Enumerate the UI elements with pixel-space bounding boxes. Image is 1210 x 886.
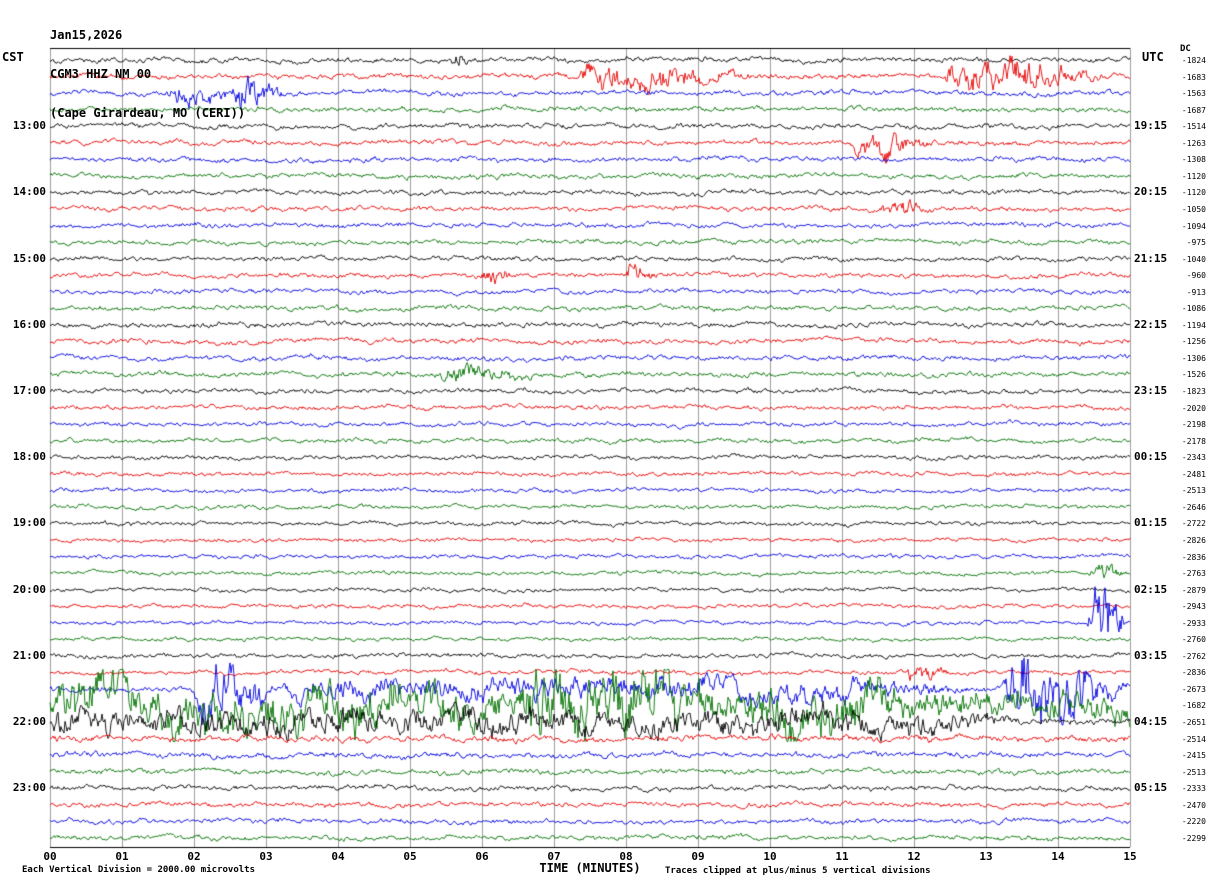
cst-hour-label: 13:00 (12, 119, 46, 133)
x-tick-label: 03 (259, 850, 273, 863)
x-tick-label: 00 (43, 850, 57, 863)
utc-hour-label: 20:15 (1134, 185, 1168, 199)
dc-value: -2220 (1181, 817, 1206, 827)
vertical-division-note: Each Vertical Division = 2000.00 microvo… (22, 865, 255, 875)
dc-value: -1256 (1181, 337, 1206, 347)
x-tick-label: 09 (691, 850, 705, 863)
dc-value: -2513 (1181, 767, 1206, 777)
dc-value: -2299 (1181, 833, 1206, 843)
dc-value: -2722 (1181, 519, 1206, 529)
utc-hour-label: 05:15 (1134, 781, 1168, 795)
x-tick-label: 08 (619, 850, 633, 863)
dc-value: -1120 (1181, 171, 1206, 181)
cst-hour-label: 15:00 (12, 251, 46, 265)
dc-value: -1687 (1181, 105, 1206, 115)
dc-value: -1050 (1181, 204, 1206, 214)
dc-value: -2760 (1181, 635, 1206, 645)
dc-value: -975 (1186, 238, 1206, 248)
x-tick-label: 13 (979, 850, 993, 863)
x-tick-label: 06 (475, 850, 489, 863)
utc-hour-label: 23:15 (1134, 384, 1168, 397)
dc-value: -1682 (1181, 701, 1206, 711)
dc-value: -1094 (1181, 221, 1206, 231)
dc-column-header: DC (1180, 44, 1191, 54)
dc-value: -2333 (1181, 784, 1206, 794)
clipping-note: Traces clipped at plus/minus 5 vertical … (665, 866, 931, 876)
dc-value: -2198 (1181, 420, 1206, 430)
dc-value: -2513 (1181, 486, 1206, 496)
dc-value: -2836 (1181, 668, 1206, 678)
dc-value: -913 (1186, 287, 1206, 297)
x-tick-label: 04 (331, 850, 345, 863)
header-location: (Cape Girardeau, MO (CERI)) (50, 106, 246, 120)
dc-value: -2879 (1181, 585, 1206, 595)
header-station: CGM3 HHZ NM 00 (50, 67, 152, 81)
utc-hour-label: 02:15 (1134, 582, 1168, 596)
dc-value: -1308 (1181, 155, 1206, 165)
dc-value: -1306 (1181, 353, 1206, 363)
dc-value: -1563 (1181, 89, 1206, 99)
left-timezone-label: CST (2, 50, 24, 64)
dc-value: -2673 (1181, 684, 1206, 694)
cst-hour-label: 19:00 (12, 516, 46, 530)
header-date: Jan15,2026 (50, 28, 123, 42)
dc-value: -2646 (1181, 502, 1206, 512)
utc-hour-label: 21:15 (1134, 251, 1168, 265)
dc-value: -960 (1186, 271, 1206, 281)
utc-hour-label: 04:15 (1134, 715, 1168, 728)
cst-hour-label: 22:00 (12, 715, 46, 728)
dc-value: -2343 (1181, 453, 1206, 463)
x-tick-label: 10 (763, 850, 777, 863)
utc-hour-label: 22:15 (1134, 317, 1168, 331)
dc-value: -2943 (1181, 602, 1206, 612)
dc-value: -2933 (1181, 618, 1206, 628)
cst-hour-label: 23:00 (12, 781, 46, 795)
dc-value: -1824 (1181, 56, 1206, 65)
dc-value: -1194 (1181, 320, 1206, 330)
dc-value: -2651 (1181, 718, 1206, 727)
plot-header: Jan15,2026 CGM3 HHZ NM 00 (Cape Girardea… (50, 3, 245, 146)
cst-hour-label: 18:00 (12, 450, 46, 464)
dc-value: -1120 (1181, 188, 1206, 198)
utc-hour-label: 01:15 (1134, 516, 1168, 530)
dc-value: -2762 (1181, 651, 1206, 661)
x-tick-label: 11 (835, 850, 849, 863)
x-tick-label: 02 (187, 850, 201, 863)
utc-hour-label: 00:15 (1134, 450, 1168, 464)
dc-value: -2514 (1181, 734, 1206, 744)
cst-hour-label: 20:00 (12, 582, 46, 596)
dc-value: -2470 (1181, 800, 1206, 810)
utc-hour-label: 03:15 (1134, 648, 1168, 662)
dc-value: -1086 (1181, 304, 1206, 314)
x-tick-label: 05 (403, 850, 417, 863)
dc-value: -1514 (1181, 122, 1206, 132)
x-axis-title: TIME (MINUTES) (539, 861, 641, 875)
dc-value: -1040 (1181, 254, 1206, 264)
cst-hour-label: 14:00 (12, 185, 46, 199)
dc-value: -2020 (1181, 403, 1206, 413)
cst-hour-label: 16:00 (12, 317, 46, 331)
dc-value: -2836 (1181, 552, 1206, 562)
dc-value: -2763 (1181, 569, 1206, 579)
utc-hour-label: 19:15 (1134, 119, 1168, 133)
cst-hour-label: 17:00 (12, 384, 46, 397)
dc-value: -2826 (1181, 535, 1206, 545)
dc-value: -1526 (1181, 370, 1206, 380)
x-tick-label: 01 (115, 850, 129, 863)
dc-value: -2415 (1181, 751, 1206, 761)
dc-value: -1683 (1181, 72, 1206, 82)
x-tick-label: 12 (907, 850, 921, 863)
cst-hour-label: 21:00 (12, 648, 46, 662)
dc-value: -2481 (1181, 469, 1206, 479)
x-tick-label: 14 (1051, 850, 1065, 863)
x-tick-label: 15 (1123, 850, 1137, 863)
dc-value: -1263 (1181, 138, 1206, 148)
dc-value: -1823 (1181, 387, 1206, 396)
x-tick-label: 07 (547, 850, 561, 863)
dc-value: -2178 (1181, 436, 1206, 446)
right-timezone-label: UTC (1142, 50, 1164, 64)
